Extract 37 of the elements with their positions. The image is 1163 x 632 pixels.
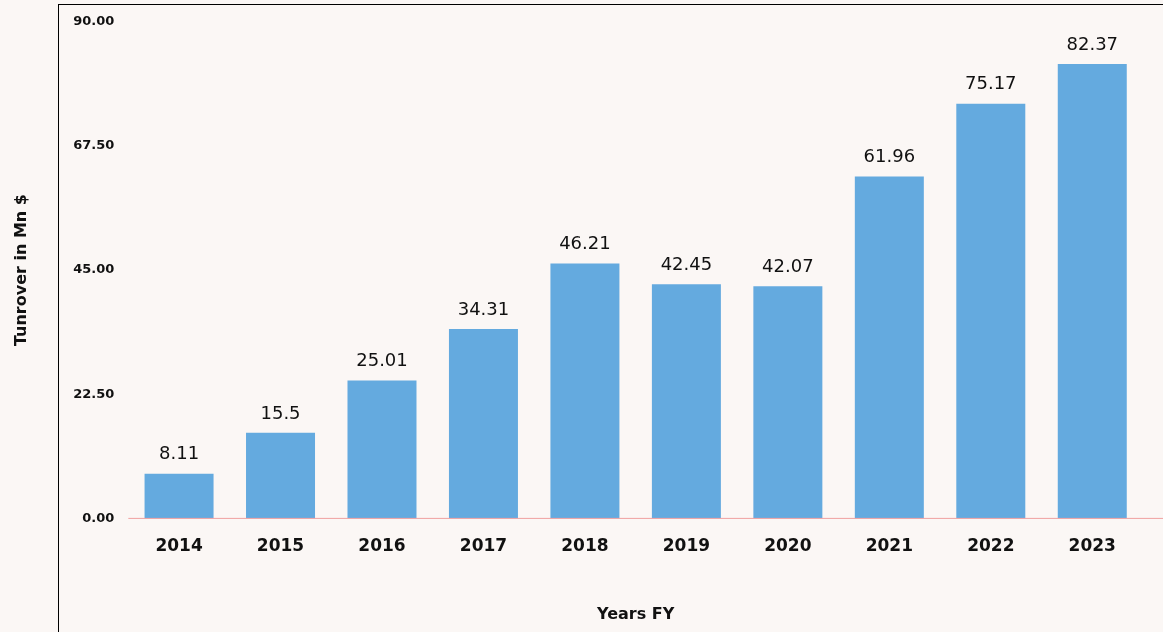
bar	[448, 329, 518, 519]
data-label: 8.11	[159, 442, 200, 464]
bar	[347, 380, 417, 519]
y-tick-label: 67.50	[73, 137, 115, 153]
bar	[854, 176, 924, 519]
x-tick-label: 2014	[155, 535, 203, 556]
bar	[753, 286, 823, 519]
y-tick-label: 0.00	[82, 509, 115, 525]
bar	[956, 103, 1026, 519]
data-label: 34.31	[457, 297, 510, 319]
data-label: 46.21	[559, 232, 611, 254]
y-tick-label: 90.00	[73, 13, 115, 29]
data-label: 82.37	[1066, 32, 1119, 54]
x-tick-label: 2016	[358, 535, 406, 556]
bar	[651, 284, 721, 519]
bar	[144, 473, 214, 519]
data-label: 25.01	[356, 349, 408, 371]
data-label: 75.17	[965, 72, 1017, 94]
data-label: 42.45	[660, 252, 713, 274]
x-tick-label: 2015	[256, 535, 305, 556]
bar	[550, 263, 620, 519]
y-tick-label: 45.00	[73, 261, 115, 277]
bar	[246, 432, 316, 519]
x-tick-label: 2019	[662, 535, 711, 556]
data-label: 42.07	[762, 254, 814, 276]
x-tick-label: 2018	[561, 535, 609, 556]
x-tick-label: 2020	[764, 535, 812, 556]
x-tick-label: 2022	[967, 535, 1015, 556]
y-tick-label: 22.50	[73, 385, 115, 401]
data-label: 15.5	[260, 401, 301, 423]
bar	[1057, 63, 1127, 519]
x-tick-label: 2021	[865, 535, 913, 556]
x-tick-label: 2023	[1068, 535, 1116, 556]
data-label: 61.96	[863, 145, 916, 167]
x-tick-label: 2017	[459, 535, 508, 556]
x-axis-title: Years FY	[596, 603, 675, 623]
y-axis-title: Tunrover in Mn $	[10, 194, 30, 347]
